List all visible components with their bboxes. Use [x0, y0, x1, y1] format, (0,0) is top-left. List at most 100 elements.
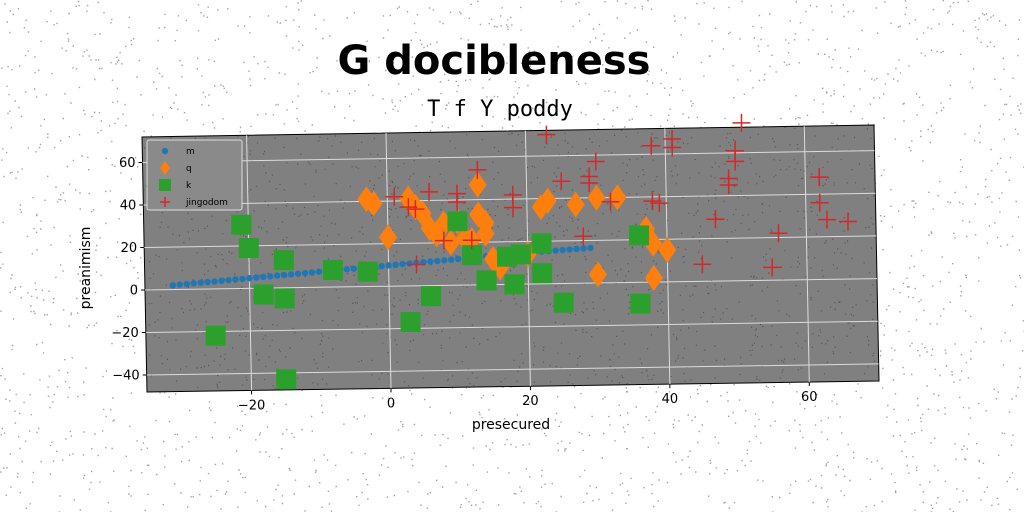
data-point-m: [566, 246, 573, 253]
legend: mqk jingodom: [146, 139, 243, 211]
data-point-jingodom: [503, 198, 522, 217]
data-point-jingodom: [643, 192, 662, 211]
legend-entry-jingodom: jingodom: [160, 197, 228, 208]
legend-entry-k: k: [159, 179, 192, 191]
data-point-q: [160, 161, 170, 175]
data-point-jingodom: [726, 152, 745, 171]
chart-subtitle: T f Y poddy: [427, 97, 573, 122]
legend-label-m: m: [186, 147, 195, 157]
data-point-m: [580, 245, 587, 252]
data-point-q: [608, 184, 627, 211]
data-point-m: [280, 271, 288, 279]
data-point-jingodom: [719, 175, 738, 194]
y-gridline: [146, 363, 879, 376]
data-point-q: [588, 261, 607, 288]
y-gridline: [145, 320, 878, 333]
data-point-m: [455, 255, 462, 263]
data-point-m: [239, 275, 246, 283]
y-gridline: [144, 235, 877, 248]
data-point-m: [559, 246, 566, 254]
data-point-m: [315, 268, 323, 275]
data-point-k: [322, 260, 343, 281]
data-point-m: [385, 262, 392, 269]
data-point-k: [510, 244, 531, 265]
x-tick-label: 40: [662, 392, 679, 407]
data-point-m: [246, 274, 253, 282]
series-q: [357, 171, 677, 291]
data-point-k: [205, 325, 226, 346]
data-point-m: [552, 247, 559, 254]
data-point-jingodom: [419, 182, 438, 201]
data-point-jingodom: [763, 258, 782, 277]
data-point-jingodom: [434, 231, 453, 250]
data-point-jingodom: [810, 168, 829, 187]
data-point-k: [231, 214, 252, 235]
data-point-m: [392, 261, 399, 269]
data-point-jingodom: [385, 187, 404, 206]
data-point-k: [400, 312, 421, 333]
data-point-k: [476, 270, 497, 291]
data-point-jingodom: [399, 198, 418, 217]
data-point-q: [476, 220, 495, 247]
data-point-k: [532, 263, 553, 284]
y-tick-label: 60: [119, 156, 136, 171]
data-point-k: [531, 233, 552, 254]
data-point-q: [379, 224, 398, 251]
data-point-jingodom: [732, 113, 751, 132]
data-point-m: [427, 258, 434, 265]
series-k: [205, 211, 651, 390]
data-point-m: [308, 269, 316, 276]
data-point-m: [176, 281, 183, 288]
data-point-m: [343, 265, 351, 273]
data-point-m: [274, 272, 281, 279]
legend-entry-q: q: [160, 161, 192, 175]
legend-box: [146, 139, 243, 211]
data-point-jingodom: [448, 193, 467, 212]
plot-area: −20 0 20 40 60 −40 −20 0 20 40 60: [111, 113, 880, 413]
x-tick-label: −20: [238, 398, 265, 413]
data-point-k: [553, 292, 574, 313]
legend-label-q: q: [186, 164, 192, 174]
x-gridline: [803, 126, 810, 383]
data-point-m: [448, 256, 455, 263]
data-point-k: [629, 225, 650, 246]
data-point-k: [357, 261, 378, 282]
data-point-jingodom: [693, 255, 712, 274]
data-point-jingodom: [406, 200, 425, 219]
data-point-m: [197, 279, 204, 286]
y-gridline: [143, 192, 876, 206]
data-point-q: [587, 184, 606, 211]
data-point-m: [225, 276, 232, 284]
data-point-jingodom: [586, 152, 605, 171]
data-point-jingodom: [462, 231, 481, 250]
data-point-jingodom: [537, 125, 556, 144]
series-jingodom: [385, 113, 857, 277]
data-point-k: [273, 250, 294, 271]
data-point-jingodom: [818, 210, 837, 229]
data-point-jingodom: [810, 193, 829, 212]
data-point-m: [267, 273, 274, 280]
data-point-q: [644, 264, 663, 291]
data-point-jingodom: [160, 197, 170, 207]
data-point-jingodom: [580, 173, 599, 192]
data-point-jingodom: [769, 224, 788, 243]
data-point-k: [447, 211, 468, 232]
data-point-jingodom: [838, 212, 857, 231]
data-point-m: [399, 260, 406, 268]
data-point-jingodom: [574, 227, 593, 246]
x-tick-label: 60: [801, 390, 818, 405]
data-point-jingodom: [407, 255, 426, 274]
data-point-jingodom: [650, 194, 669, 213]
data-point-m: [350, 265, 357, 272]
data-point-k: [462, 245, 483, 266]
data-point-m: [204, 278, 211, 286]
x-axis-label: presecured: [472, 417, 550, 433]
data-point-jingodom: [642, 136, 661, 155]
y-gridline: [142, 150, 875, 163]
x-gridline: [246, 135, 253, 391]
y-axis-label: preanimism: [78, 227, 94, 310]
legend-label-jingodom: jingodom: [185, 198, 228, 208]
data-point-q: [538, 187, 557, 214]
data-point-k: [159, 179, 171, 191]
